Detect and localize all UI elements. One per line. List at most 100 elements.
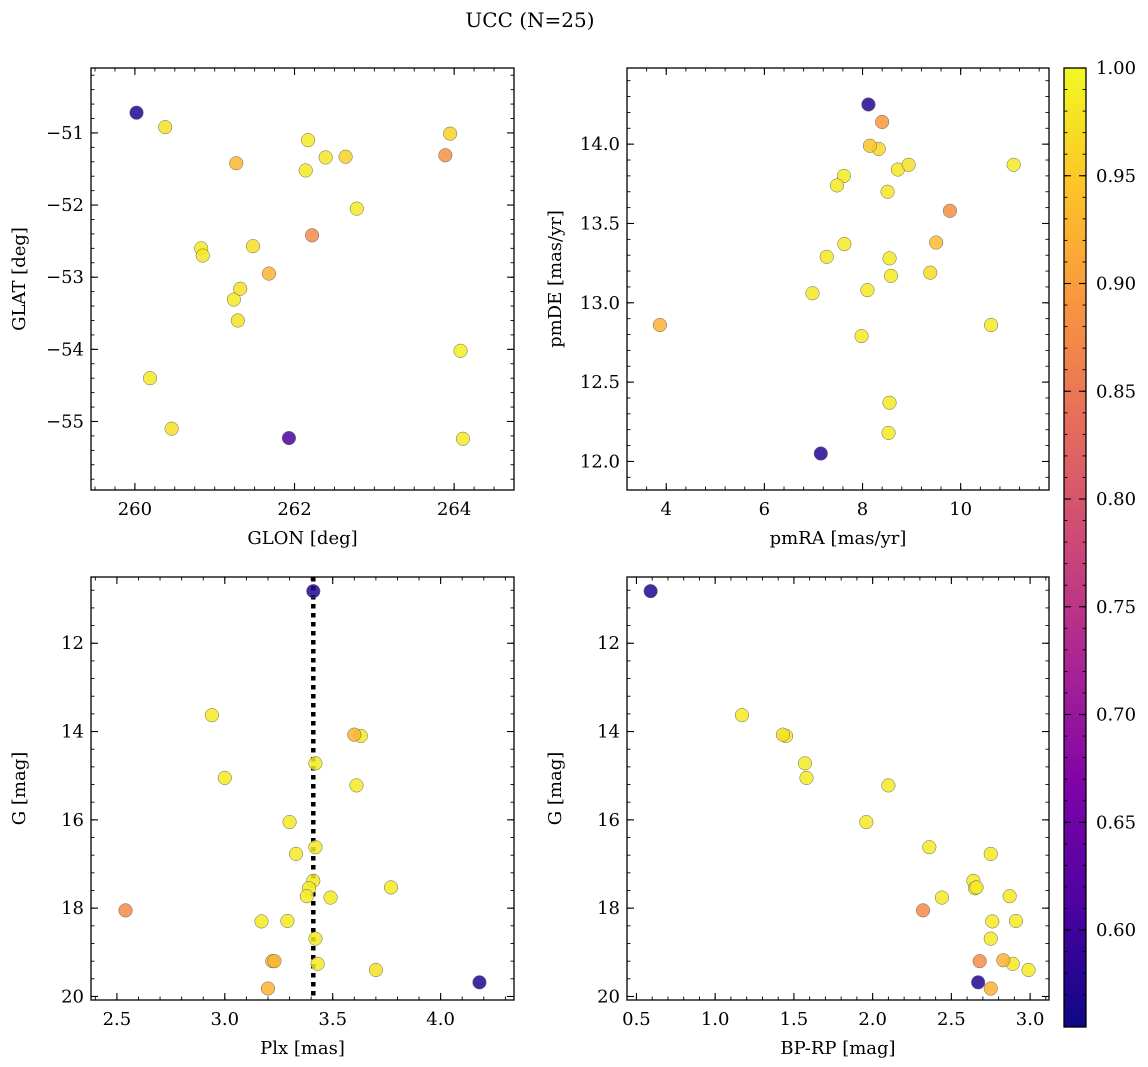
y-tick-label: 18: [597, 898, 620, 919]
data-point: [308, 931, 323, 946]
data-point: [934, 890, 949, 905]
data-point: [1006, 157, 1021, 172]
data-point: [438, 148, 453, 163]
data-point: [143, 371, 158, 386]
data-point: [254, 914, 269, 929]
y-tick-label: −51: [46, 123, 84, 144]
y-tick-label: 20: [61, 986, 84, 1007]
x-tick-label: 8: [857, 499, 868, 520]
plot-frame: [90, 67, 515, 491]
data-point: [453, 343, 468, 358]
data-point: [204, 708, 219, 723]
x-tick-label: 2.0: [858, 1009, 887, 1030]
y-tick-label: 13.0: [580, 293, 620, 314]
y-tick-label: 12.5: [580, 372, 620, 393]
data-point: [929, 235, 944, 250]
data-point: [318, 150, 333, 165]
y-tick-label: −54: [46, 339, 84, 360]
panel-3: 2.5 3.0 3.5 4.0 12 14 16 18 20 Plx [mas] G [mag]: [9, 576, 515, 1059]
x-tick-label: 1.5: [780, 1009, 809, 1030]
data-point: [443, 126, 458, 141]
y-tick-label: −53: [46, 267, 84, 288]
y-tick-label: 13.5: [580, 213, 620, 234]
data-point: [797, 756, 812, 771]
data-point: [305, 228, 320, 243]
panels: 260 262 264 −55 −54 −53 −52 −51 GLON [deg] GLAT […: [9, 67, 1050, 1059]
data-point: [368, 962, 383, 978]
data-point: [1021, 962, 1036, 978]
y-tick-label: 18: [61, 898, 84, 919]
data-point: [881, 425, 896, 440]
colorbar-tick-label: 1.00: [1096, 58, 1136, 79]
data-point: [129, 105, 144, 120]
data-point: [983, 846, 998, 861]
data-point: [882, 251, 897, 266]
x-axis-label: BP-RP [mag]: [780, 1038, 895, 1059]
data-point: [260, 981, 276, 996]
y-tick-label: 14: [597, 722, 620, 743]
panel-1: 260 262 264 −55 −54 −53 −52 −51 GLON [deg] GLAT […: [9, 67, 515, 549]
data-point: [349, 778, 364, 793]
data-point: [299, 889, 314, 904]
data-point: [854, 329, 869, 344]
x-axis-label: Plx [mas]: [260, 1038, 345, 1059]
y-tick-label: −55: [46, 411, 84, 432]
plot-frame: [90, 576, 515, 1001]
data-point: [298, 163, 313, 178]
data-point: [261, 266, 277, 281]
x-tick-label: 264: [437, 499, 471, 520]
panel-2: 4 6 8 10 12.0 12.5 13.0 13.5 14.0 pmRA [mas/yr] pm…: [545, 67, 1050, 549]
data-point: [643, 584, 658, 599]
data-point: [799, 770, 814, 785]
plot-frame: [626, 67, 1050, 491]
colorbar-tick-label: 0.85: [1096, 381, 1136, 402]
y-tick-label: 16: [597, 810, 620, 831]
x-tick-label: 4.0: [426, 1009, 455, 1030]
panel-4: 0.5 1.0 1.5 2.0 2.5 3.0 12 14 16 18 20 BP-RP [mag] G…: [545, 576, 1050, 1059]
data-point: [923, 265, 938, 280]
data-point: [862, 138, 877, 153]
data-point: [652, 317, 667, 333]
data-point: [985, 914, 1000, 929]
data-point: [882, 395, 897, 410]
data-point: [971, 975, 986, 990]
y-tick-label: 12: [61, 633, 84, 654]
data-point: [883, 268, 899, 283]
data-point: [837, 237, 852, 252]
colorbar: 0.60 0.65 0.70 0.75 0.80 0.85 0.90 0.95 1.00: [1063, 58, 1136, 1028]
colorbar-frame: [1063, 67, 1087, 1028]
data-point: [996, 953, 1011, 968]
data-point: [1008, 913, 1023, 929]
data-point: [969, 880, 984, 895]
data-point: [472, 975, 487, 990]
data-point: [229, 156, 244, 171]
x-tick-label: 3.5: [318, 1009, 347, 1030]
data-point: [881, 778, 896, 793]
x-tick-label: 0.5: [622, 1009, 651, 1030]
data-point: [775, 727, 790, 742]
colorbar-tick-label: 0.95: [1096, 166, 1136, 187]
x-axis-label: pmRA [mas/yr]: [770, 528, 907, 549]
y-tick-label: 12.0: [580, 451, 620, 472]
plot-frame: [626, 576, 1050, 1001]
data-point: [901, 157, 916, 172]
y-tick-label: 16: [61, 810, 84, 831]
data-point: [226, 292, 241, 307]
x-tick-label: 3.0: [210, 1009, 239, 1030]
colorbar-tick-label: 0.75: [1096, 597, 1136, 618]
data-point: [880, 184, 895, 199]
data-point: [983, 931, 998, 946]
y-tick-label: −52: [46, 195, 84, 216]
x-axis-label: GLON [deg]: [247, 528, 357, 549]
data-point: [301, 133, 316, 148]
x-tick-label: 3.0: [1016, 1009, 1045, 1030]
colorbar-tick-label: 0.80: [1096, 489, 1136, 510]
x-tick-label: 2.5: [103, 1009, 132, 1030]
y-tick-label: 14.0: [580, 134, 620, 155]
y-axis-label: G [mag]: [9, 752, 30, 825]
data-point: [164, 421, 179, 436]
x-tick-label: 10: [949, 499, 972, 520]
y-axis-label: GLAT [deg]: [9, 227, 30, 331]
figure-title: UCC (N=25): [465, 8, 594, 32]
